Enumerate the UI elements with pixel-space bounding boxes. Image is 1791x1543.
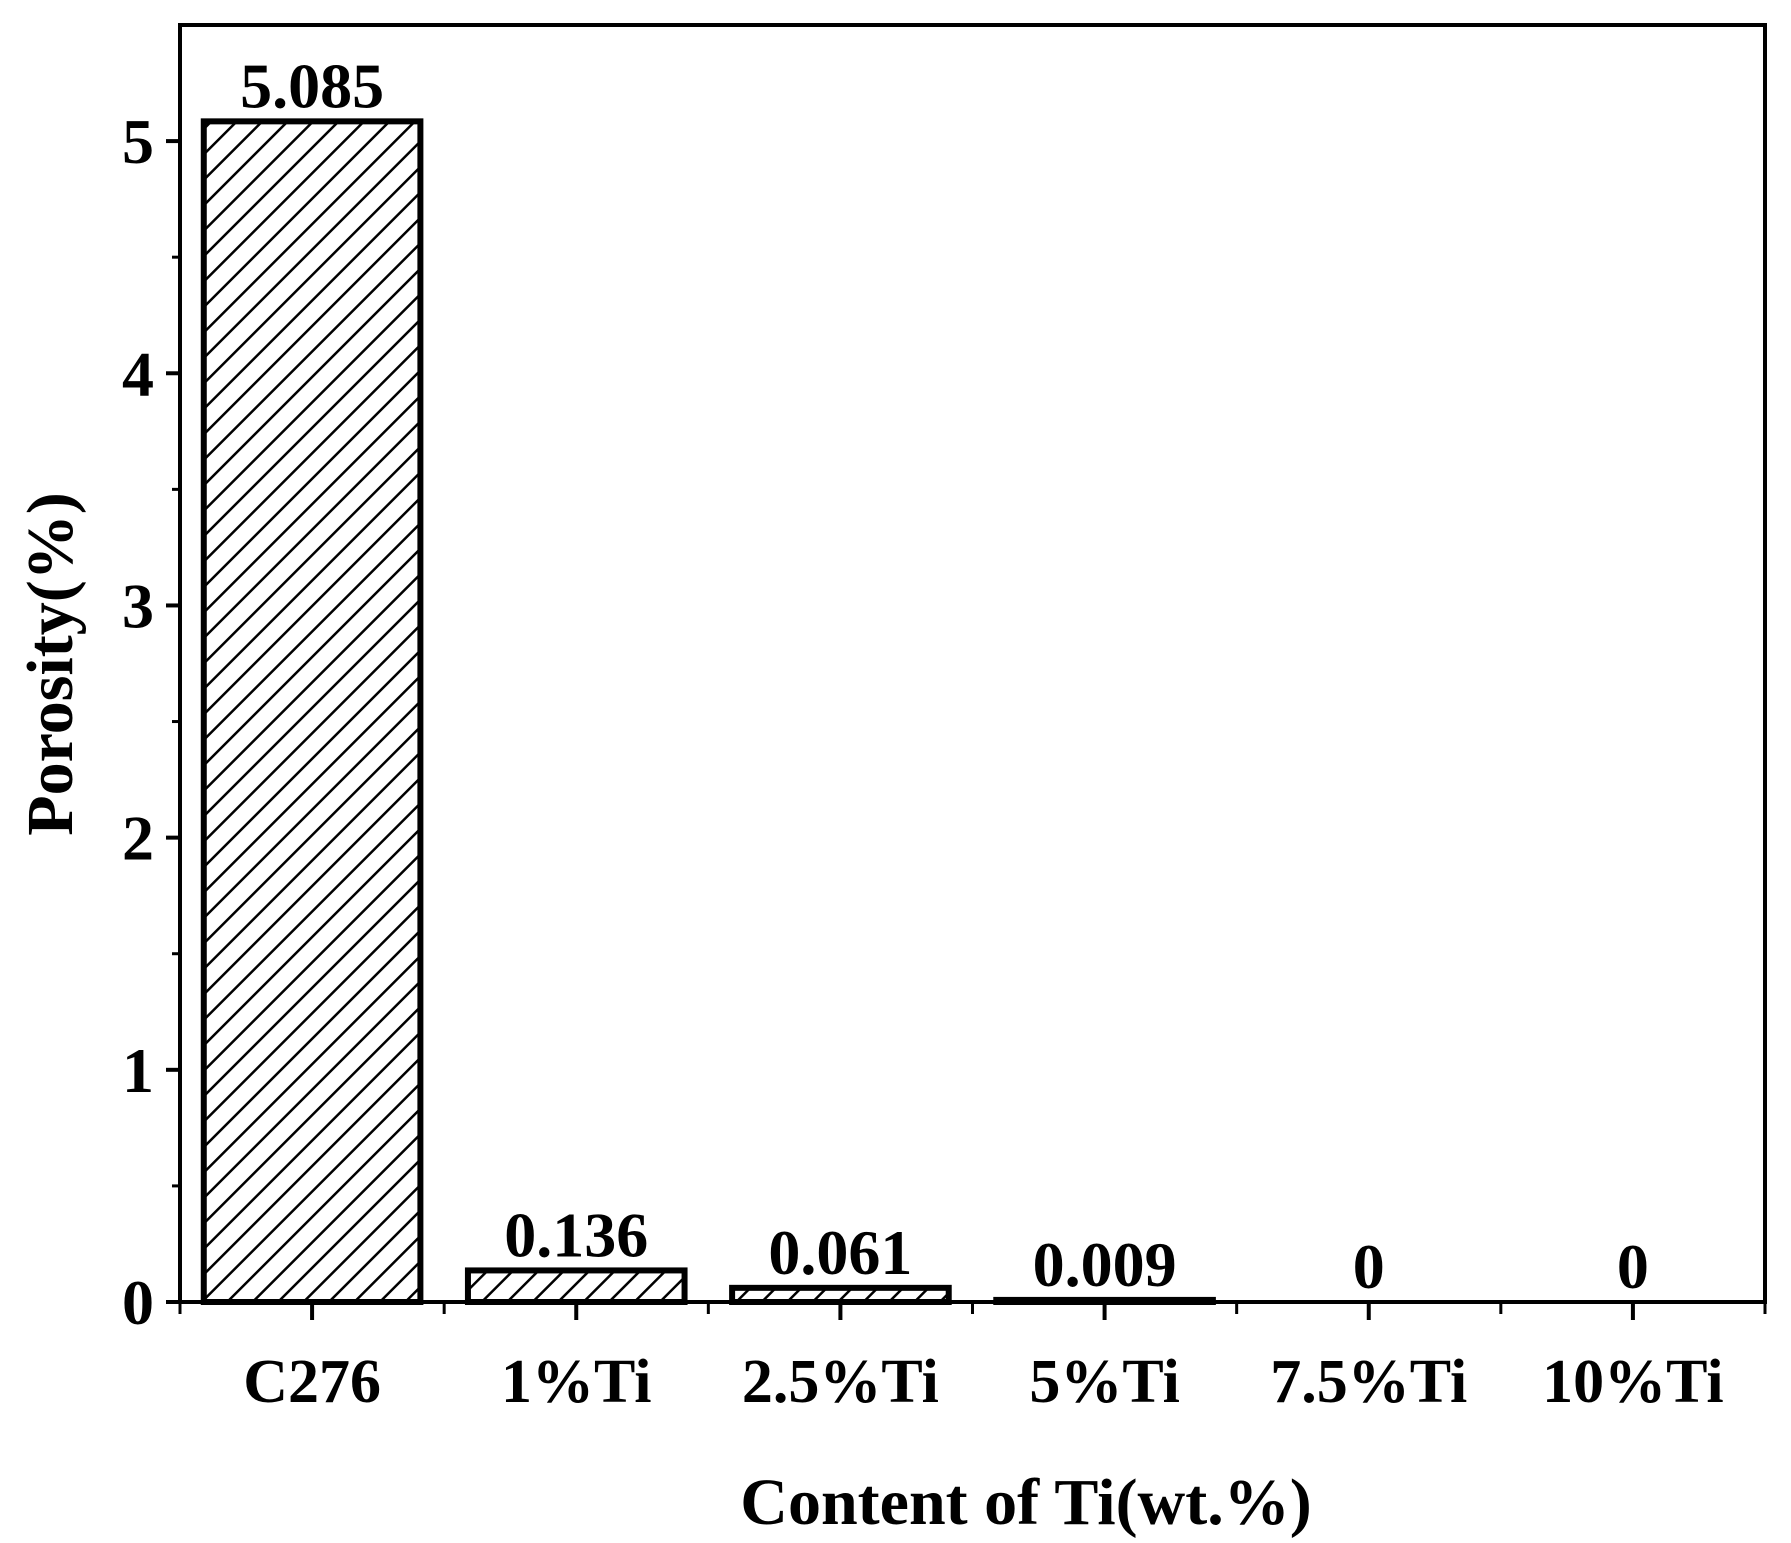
bar-5%Ti — [993, 1296, 1216, 1306]
y-tick-label: 1 — [122, 1035, 154, 1106]
y-axis: 0 1 2 3 4 5 — [122, 106, 180, 1338]
x-axis-title: Content of Ti(wt.%) — [740, 1466, 1311, 1538]
data-label: 0.061 — [768, 1217, 912, 1288]
data-label: 0 — [1617, 1231, 1649, 1302]
y-axis-title: Porosity(%) — [14, 492, 87, 835]
bar-2.5%Ti — [729, 1284, 952, 1306]
x-axis: C276 1%Ti 2.5%Ti 5%Ti 7.5%Ti 10%Ti — [178, 1302, 1767, 1416]
x-tick-label: 1%Ti — [501, 1348, 651, 1416]
y-tick-label: 3 — [122, 570, 154, 641]
x-tick-label: 10%Ti — [1542, 1348, 1723, 1416]
data-labels-layer: 5.085 0.136 0.061 0.009 0 0 — [240, 50, 1649, 1302]
data-label: 0.136 — [504, 1199, 648, 1270]
x-tick-label: 5%Ti — [1029, 1348, 1179, 1416]
x-tick-label: 2.5%Ti — [742, 1348, 939, 1416]
x-tick-label: 7.5%Ti — [1270, 1348, 1467, 1416]
data-label: 5.085 — [240, 50, 384, 121]
data-label: 0 — [1353, 1231, 1385, 1302]
y-tick-label: 2 — [122, 803, 154, 874]
y-tick-label: 0 — [122, 1267, 154, 1338]
y-tick-label: 5 — [122, 106, 154, 177]
bar-C276 — [200, 118, 424, 1305]
data-label: 0.009 — [1033, 1229, 1177, 1300]
bar-1%Ti — [464, 1267, 688, 1305]
bars-layer — [200, 118, 1216, 1306]
y-tick-label: 4 — [122, 338, 154, 409]
x-tick-label: C276 — [243, 1348, 381, 1416]
